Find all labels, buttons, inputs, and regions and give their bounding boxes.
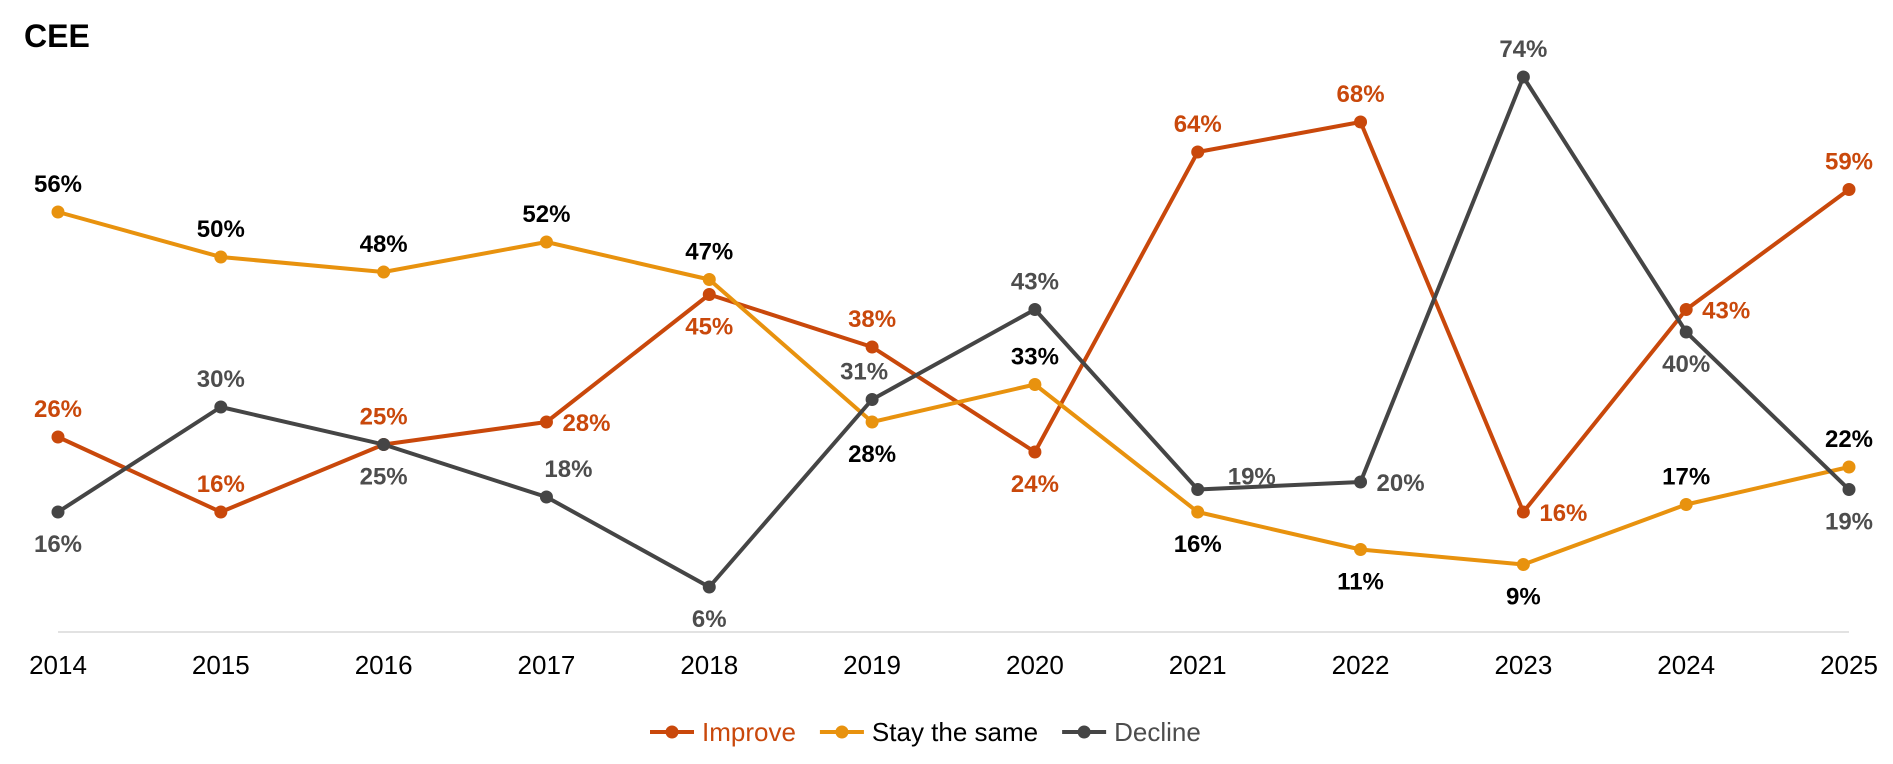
data-label: 48% — [360, 231, 408, 258]
x-tick-label: 2021 — [1169, 650, 1227, 680]
x-tick-label: 2014 — [29, 650, 87, 680]
data-label: 43% — [1011, 269, 1059, 296]
data-point — [214, 505, 228, 519]
data-label: 47% — [685, 239, 733, 266]
legend-marker-icon — [835, 725, 849, 739]
data-label: 18% — [544, 456, 592, 483]
data-label: 59% — [1825, 149, 1873, 176]
data-point — [865, 393, 879, 406]
x-tick-label: 2022 — [1332, 650, 1390, 680]
x-tick-label: 2015 — [192, 650, 250, 680]
data-point — [377, 265, 391, 279]
data-point — [1191, 483, 1205, 496]
data-point — [865, 415, 879, 429]
data-point — [865, 340, 879, 354]
series-line-stay-the-same — [57, 210, 1850, 567]
data-point — [1516, 70, 1530, 84]
data-point — [1679, 303, 1693, 316]
data-point — [214, 250, 228, 264]
legend-marker-icon — [665, 725, 679, 739]
data-label: 28% — [562, 410, 610, 437]
data-point — [1679, 325, 1693, 339]
data-label: 20% — [1377, 470, 1425, 497]
legend-marker-icon — [1077, 725, 1091, 739]
data-label: 38% — [848, 306, 896, 333]
data-point — [702, 288, 716, 301]
data-point — [1191, 145, 1205, 159]
data-label: 19% — [1228, 464, 1276, 491]
data-point — [539, 490, 553, 504]
data-point — [1679, 498, 1693, 511]
data-point — [702, 580, 716, 594]
legend-label: Improve — [702, 717, 796, 747]
legend-label: Decline — [1114, 717, 1201, 747]
data-label: 24% — [1011, 471, 1059, 498]
data-point — [539, 415, 553, 429]
data-point — [1354, 115, 1368, 129]
x-tick-label: 2024 — [1657, 650, 1715, 680]
data-label: 22% — [1825, 426, 1873, 453]
data-point — [51, 505, 65, 519]
chart-title: CEE — [24, 18, 90, 54]
data-point — [702, 273, 716, 286]
data-point — [1842, 483, 1856, 496]
data-label: 28% — [848, 441, 896, 468]
x-tick-label: 2023 — [1494, 650, 1552, 680]
data-point — [1842, 460, 1856, 474]
data-label: 64% — [1174, 111, 1222, 138]
data-label: 16% — [1174, 531, 1222, 558]
data-label: 33% — [1011, 344, 1059, 371]
data-label: 50% — [197, 216, 245, 243]
x-tick-label: 2018 — [680, 650, 738, 680]
series-line-decline — [56, 75, 1851, 589]
data-label: 19% — [1825, 509, 1873, 536]
data-label: 31% — [840, 359, 888, 386]
x-tick-label: 2016 — [355, 650, 413, 680]
data-label: 16% — [1539, 500, 1587, 527]
data-label: 43% — [1702, 298, 1750, 325]
data-label: 30% — [197, 366, 245, 393]
data-point — [1028, 303, 1042, 316]
data-point — [214, 400, 228, 414]
data-point — [51, 430, 65, 444]
data-label: 16% — [34, 531, 82, 558]
data-label: 11% — [1337, 569, 1384, 596]
data-point — [539, 235, 553, 249]
data-label: 56% — [34, 171, 82, 198]
data-point — [1354, 475, 1368, 489]
data-label: 52% — [522, 201, 570, 228]
data-point — [51, 205, 65, 219]
data-label: 45% — [685, 314, 733, 341]
x-tick-label: 2017 — [518, 650, 576, 680]
x-tick-label: 2019 — [843, 650, 901, 680]
x-tick-label: 2020 — [1006, 650, 1064, 680]
data-label: 26% — [34, 396, 82, 423]
legend-label: Stay the same — [872, 717, 1038, 747]
data-label: 40% — [1662, 351, 1710, 378]
data-label: 68% — [1337, 81, 1385, 108]
data-label: 74% — [1499, 36, 1547, 63]
data-label: 9% — [1506, 584, 1541, 611]
data-point — [1191, 505, 1205, 519]
data-point — [1516, 558, 1530, 571]
data-label: 25% — [360, 464, 408, 491]
data-label: 6% — [692, 606, 727, 633]
data-point — [1842, 183, 1856, 196]
data-label: 25% — [360, 404, 408, 431]
data-point — [1028, 445, 1042, 459]
data-point — [1354, 543, 1368, 556]
data-label: 16% — [197, 471, 245, 498]
data-point — [1516, 505, 1530, 519]
data-label: 17% — [1662, 464, 1710, 491]
data-point — [377, 438, 391, 451]
data-point — [1028, 378, 1042, 391]
series-line-improve — [57, 120, 1851, 514]
x-tick-label: 2025 — [1820, 650, 1878, 680]
